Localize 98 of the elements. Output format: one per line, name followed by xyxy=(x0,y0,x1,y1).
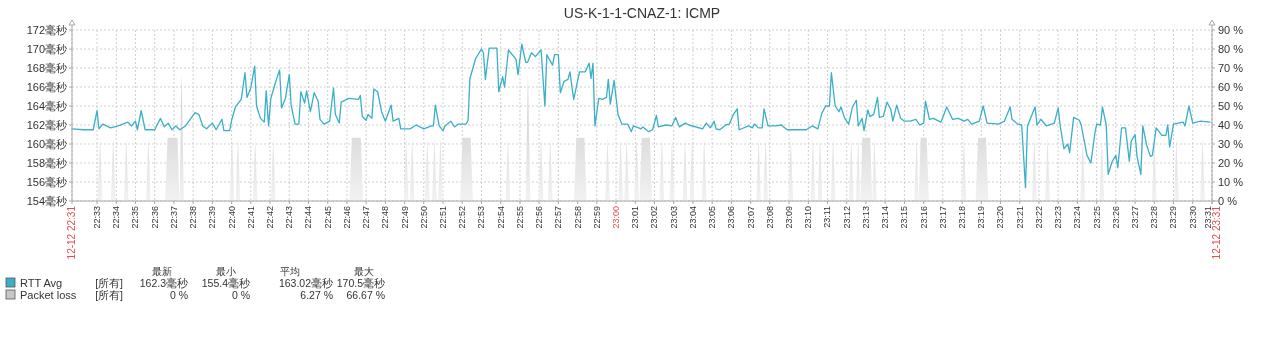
x-tick-label: 23:02 xyxy=(649,206,660,229)
x-tick-label: 22:38 xyxy=(188,206,199,229)
y2-tick-label: 60 % xyxy=(1218,81,1244,93)
x-tick-label: 23:06 xyxy=(726,206,737,229)
x-tick-label: 22:33 xyxy=(92,206,103,229)
y-tick-label: 172毫秒 xyxy=(26,24,67,36)
x-tick-label: 23:27 xyxy=(1130,206,1141,229)
x-tick-label: 23:14 xyxy=(880,206,891,229)
x-tick-label: 23:28 xyxy=(1149,206,1160,229)
x-tick-label: 22:49 xyxy=(399,206,410,229)
x-tick-label: 22:41 xyxy=(245,206,256,229)
x-tick-label: 23:08 xyxy=(764,206,775,229)
x-tick-label: 23:00 xyxy=(611,206,622,229)
x-tick-label: 23:25 xyxy=(1091,206,1102,229)
x-tick-label: 22:59 xyxy=(591,206,602,229)
legend-label: RTT Avg xyxy=(20,277,63,289)
x-tick-label: 22:42 xyxy=(265,206,276,229)
x-tick-label: 22:35 xyxy=(130,206,141,229)
y-tick-label: 158毫秒 xyxy=(26,157,67,169)
text: 163.02毫秒 xyxy=(278,277,333,289)
x-tick-label: 22:48 xyxy=(380,206,391,229)
x-tick-label: 22:47 xyxy=(361,206,372,229)
x-tick-label: 22:44 xyxy=(303,206,314,229)
x-tick-label: 12-12 23:31 xyxy=(1211,205,1222,260)
x-tick-label: 22:37 xyxy=(168,206,179,229)
y2-tick-label: 90 % xyxy=(1218,24,1244,36)
x-tick-label: 23:29 xyxy=(1168,206,1179,229)
text: 66.67 % xyxy=(346,289,385,301)
y-tick-label: 166毫秒 xyxy=(26,81,67,93)
y2-tick-label: 80 % xyxy=(1218,43,1244,55)
text: 最大 xyxy=(354,266,374,277)
text: 162.3毫秒 xyxy=(139,277,188,289)
x-tick-label: 23:05 xyxy=(707,206,718,229)
x-tick-label: 23:16 xyxy=(918,206,929,229)
x-tick-label: 23:13 xyxy=(860,206,871,229)
y2-tick-label: 30 % xyxy=(1218,138,1244,150)
y-tick-label: 168毫秒 xyxy=(26,62,67,74)
x-tick-label: 23:11 xyxy=(822,206,833,228)
text: 170.5毫秒 xyxy=(336,277,385,289)
x-tick-label: 23:19 xyxy=(976,206,987,229)
text: 平均 xyxy=(280,266,300,277)
x-tick-label: 23:15 xyxy=(899,206,910,229)
x-tick-label: 23:17 xyxy=(937,206,948,229)
x-tick-label: 22:53 xyxy=(476,206,487,229)
x-tick-label: 23:26 xyxy=(1110,206,1121,229)
x-tick-label: 23:04 xyxy=(687,206,698,229)
y2-tick-label: 10 % xyxy=(1218,176,1244,188)
y-tick-label: 170毫秒 xyxy=(26,43,67,55)
text: 最小 xyxy=(216,266,236,277)
x-tick-label: 12-12 22:31 xyxy=(66,205,77,260)
y2-tick-label: 70 % xyxy=(1218,62,1244,74)
x-tick-label: 22:56 xyxy=(534,206,545,229)
chart-title: US-K-1-1-CNAZ-1: ICMP xyxy=(563,5,721,21)
x-tick-label: 23:21 xyxy=(1014,206,1025,229)
x-tick-label: 23:12 xyxy=(841,206,852,229)
text: [所有] xyxy=(95,277,124,289)
y2-tick-label: 40 % xyxy=(1218,119,1244,131)
x-tick-label: 23:23 xyxy=(1053,206,1064,229)
text: [所有] xyxy=(95,289,124,301)
x-tick-label: 22:39 xyxy=(207,206,218,229)
text: 0 % xyxy=(169,289,188,301)
x-tick-label: 22:58 xyxy=(572,206,583,229)
text: 6.27 % xyxy=(300,289,333,301)
x-tick-label: 22:40 xyxy=(226,206,237,229)
x-tick-label: 23:07 xyxy=(745,206,756,229)
x-tick-label: 22:54 xyxy=(495,206,506,229)
text: 0 % xyxy=(231,289,250,301)
x-tick-label: 22:52 xyxy=(457,206,468,229)
x-tick-label: 23:20 xyxy=(995,206,1006,229)
x-tick-label: 23:22 xyxy=(1033,206,1044,229)
x-tick-label: 23:30 xyxy=(1187,206,1198,229)
x-tick-label: 22:45 xyxy=(322,206,333,229)
x-tick-label: 23:31 xyxy=(1203,206,1213,229)
x-tick-label: 23:18 xyxy=(957,206,968,229)
x-tick-label: 23:01 xyxy=(630,206,641,229)
x-tick-label: 22:34 xyxy=(111,206,122,229)
y-tick-label: 156毫秒 xyxy=(26,176,67,188)
x-tick-label: 22:36 xyxy=(149,206,160,229)
x-tick-label: 22:55 xyxy=(514,206,525,229)
legend-label: Packet loss xyxy=(20,289,77,301)
text: 最新 xyxy=(152,266,172,277)
x-tick-label: 22:43 xyxy=(284,206,295,229)
x-tick-label: 22:46 xyxy=(341,206,352,229)
y-tick-label: 164毫秒 xyxy=(26,100,67,112)
text: 155.4毫秒 xyxy=(201,277,250,289)
x-tick-label: 22:50 xyxy=(418,206,429,229)
y2-tick-label: 50 % xyxy=(1218,100,1244,112)
x-tick-label: 23:09 xyxy=(784,206,795,229)
y-tick-label: 154毫秒 xyxy=(26,195,67,207)
y-tick-label: 160毫秒 xyxy=(26,138,67,150)
x-tick-label: 23:24 xyxy=(1072,206,1083,229)
y-tick-label: 162毫秒 xyxy=(26,119,67,131)
x-tick-label: 22:57 xyxy=(553,206,564,229)
x-tick-label: 22:51 xyxy=(438,206,449,229)
x-tick-label: 23:10 xyxy=(803,206,814,229)
y2-tick-label: 20 % xyxy=(1218,157,1244,169)
x-tick-label: 23:03 xyxy=(668,206,679,229)
y2-tick-label: 0 % xyxy=(1218,195,1238,207)
